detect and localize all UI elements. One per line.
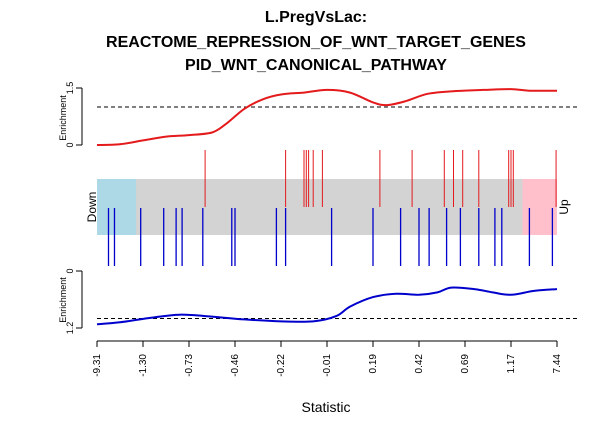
up-region (522, 179, 557, 235)
up-y-tick-label: 1.5 (65, 82, 75, 95)
x-tick-label: 0.69 (460, 354, 471, 374)
barcode-background (97, 179, 557, 235)
title-line-3: PID_WNT_CANONICAL_PATHWAY (185, 57, 447, 74)
x-tick-label: -0.22 (276, 354, 287, 377)
up-enrichment-curve (96, 88, 558, 146)
x-tick-label: 7.44 (552, 354, 563, 374)
chart-title: L.PregVsLac: REACTOME_REPRESSION_OF_WNT_… (106, 9, 526, 74)
down-y-tick-label: 0 (65, 268, 75, 273)
x-tick-label: -0.73 (184, 354, 195, 377)
x-tick-label: -1.30 (138, 354, 149, 377)
x-tick-label: 0.42 (414, 354, 425, 374)
down-y-tick-label: 1.2 (65, 322, 75, 335)
x-tick-label: 1.17 (506, 354, 517, 374)
title-line-1: L.PregVsLac: (265, 9, 367, 26)
x-axis-title: Statistic (301, 399, 350, 415)
x-tick-label: -0.01 (322, 354, 333, 377)
down-region (97, 179, 137, 235)
down-y-axis-title: Enrichment (58, 277, 68, 323)
barcode-panel: Down Up (85, 150, 571, 266)
up-y-tick-label: 0 (65, 142, 75, 147)
up-region-label: Up (557, 199, 571, 215)
x-tick-label: -9.31 (92, 354, 103, 377)
x-tick-label: -0.46 (230, 354, 241, 377)
down-region-label: Down (85, 192, 99, 223)
down-enrichment-curve (96, 286, 558, 326)
title-line-2: REACTOME_REPRESSION_OF_WNT_TARGET_GENES (106, 34, 526, 51)
x-axis: -9.31 -1.30 -0.73 -0.46 -0.22 -0.01 0.19 0.42 0.… (92, 340, 563, 377)
up-y-axis-title: Enrichment (58, 95, 68, 141)
x-tick-label: 0.19 (368, 354, 379, 374)
